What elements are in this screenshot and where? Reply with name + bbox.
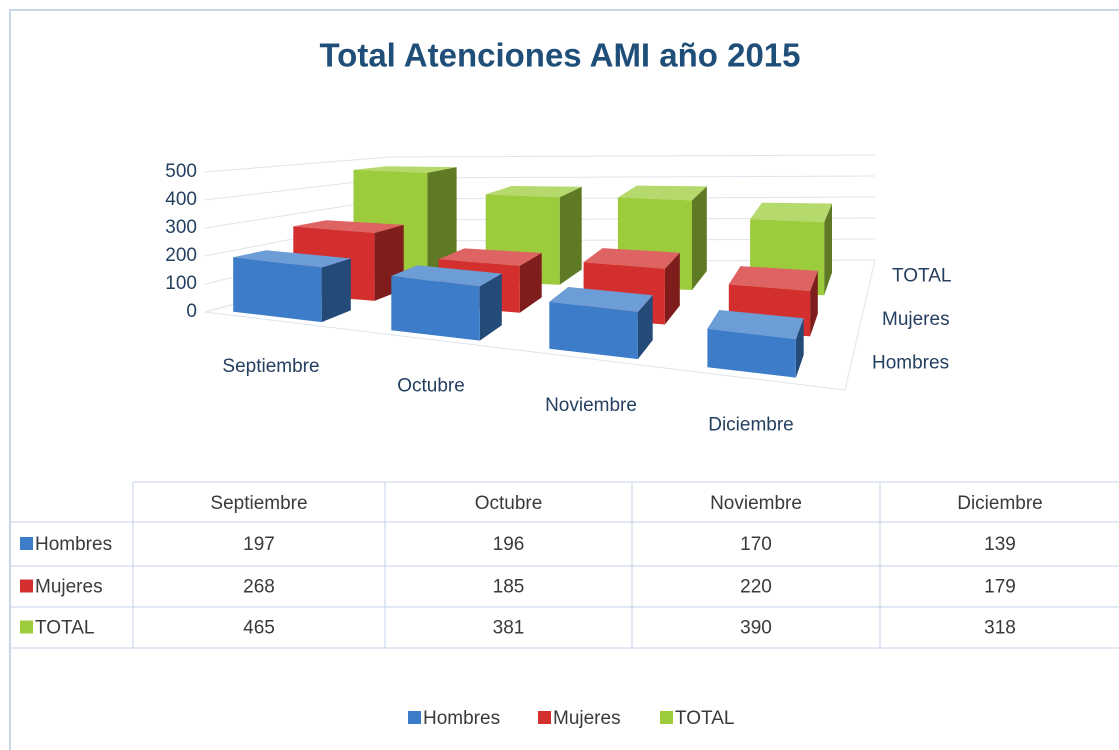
bar-side	[692, 186, 707, 290]
table-row-label: TOTAL	[35, 618, 94, 639]
table-cell: 268	[243, 577, 275, 598]
depth-label: TOTAL	[892, 266, 951, 287]
y-tick-label: 400	[165, 189, 197, 210]
depth-label: Mujeres	[882, 309, 950, 330]
table-header: Diciembre	[957, 493, 1043, 514]
bar-top	[728, 266, 818, 292]
table-cell: 196	[493, 534, 525, 555]
x-tick-label: Diciembre	[708, 414, 794, 435]
table-legend-key	[20, 579, 33, 593]
legend-key	[538, 711, 551, 724]
bar-top	[293, 220, 404, 233]
table-cell: 390	[740, 618, 772, 639]
bar-side	[479, 273, 502, 341]
bar-top	[750, 202, 832, 223]
bar	[391, 265, 502, 341]
bar-top	[353, 166, 457, 173]
y-tick-label: 200	[165, 245, 197, 266]
table-legend-key	[20, 537, 33, 550]
table-header: Septiembre	[210, 493, 307, 514]
table-cell: 139	[984, 534, 1016, 555]
legend-label: Mujeres	[553, 708, 621, 729]
bar-top	[583, 248, 680, 269]
bar-side	[559, 186, 582, 285]
bar-front	[707, 328, 796, 378]
bar-front	[233, 257, 322, 323]
table-cell: 197	[243, 534, 275, 555]
x-tick-label: Septiembre	[222, 356, 319, 377]
bar-side	[824, 203, 832, 296]
legend-label: Hombres	[423, 708, 500, 729]
y-tick-label: 100	[165, 273, 197, 294]
chart-border	[9, 9, 1119, 750]
bar-front	[391, 276, 480, 341]
chart-title: Total Atenciones AMI año 2015	[319, 37, 800, 74]
bar	[707, 310, 804, 378]
table-header: Noviembre	[710, 493, 802, 514]
bar-top	[233, 250, 351, 268]
depth-label: Hombres	[872, 352, 949, 373]
table-header: Octubre	[475, 493, 543, 514]
y-tick-label: 0	[186, 301, 197, 322]
table-cell: 185	[493, 577, 525, 598]
bar-side	[664, 252, 680, 325]
bar	[549, 287, 653, 360]
x-tick-label: Noviembre	[545, 395, 637, 416]
bar-top	[549, 287, 653, 313]
bar-top	[438, 248, 542, 266]
legend-key	[408, 711, 421, 724]
legend-label: TOTAL	[675, 708, 734, 729]
table-legend-key	[20, 620, 33, 634]
grid-line	[204, 154, 876, 173]
y-tick-label: 300	[165, 217, 197, 238]
x-tick-label: Octubre	[397, 375, 465, 396]
bar	[233, 250, 351, 323]
table-cell: 179	[984, 577, 1016, 598]
table-cell: 318	[984, 618, 1016, 639]
bar-top	[485, 186, 582, 198]
bar-front	[549, 301, 638, 360]
table-row-label: Hombres	[35, 534, 112, 555]
bar-top	[707, 310, 804, 340]
bar-side	[519, 252, 542, 313]
bar-side	[427, 167, 457, 280]
bar-side	[321, 258, 351, 323]
bar-top	[391, 265, 502, 287]
table-cell: 220	[740, 577, 772, 598]
table-cell: 465	[243, 618, 275, 639]
bar-side	[637, 295, 653, 360]
table-row-label: Mujeres	[35, 577, 103, 598]
table-cell: 170	[740, 534, 772, 555]
bar-side	[810, 270, 818, 337]
legend-key	[660, 711, 673, 724]
bar-side	[795, 318, 804, 378]
table-cell: 381	[493, 618, 525, 639]
bar-top	[617, 185, 707, 201]
y-tick-label: 500	[165, 161, 197, 182]
